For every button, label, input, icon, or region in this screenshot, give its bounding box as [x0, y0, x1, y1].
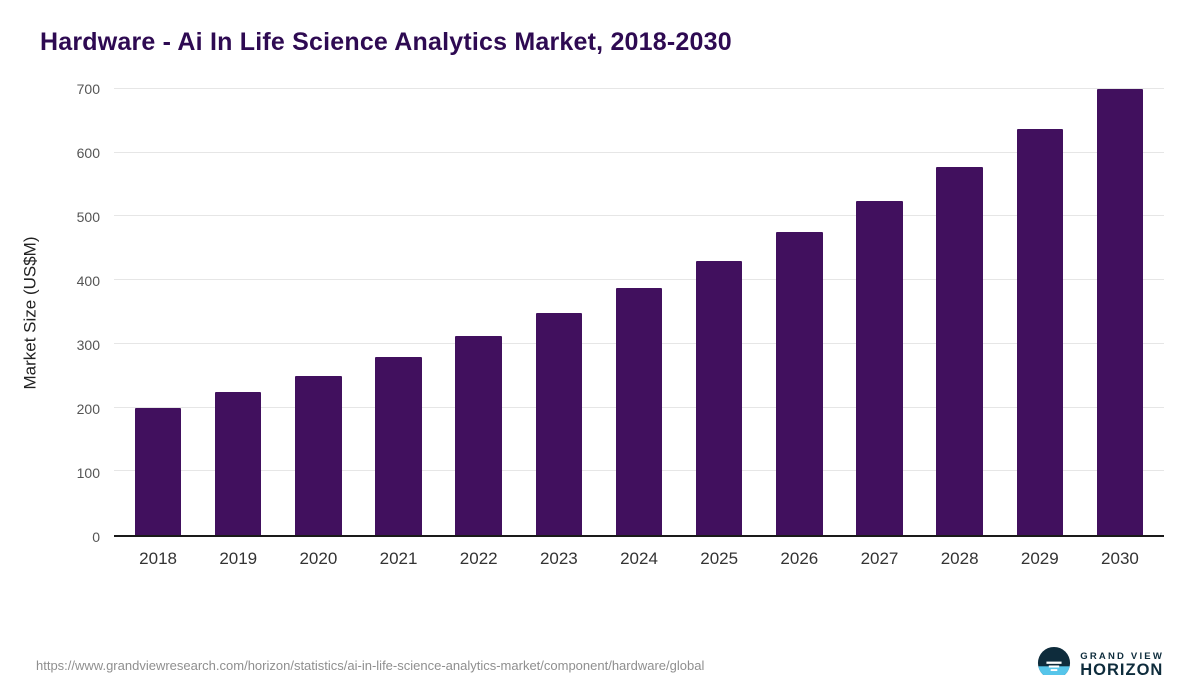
bar	[455, 336, 502, 535]
x-tick-label: 2019	[219, 549, 258, 568]
bar	[615, 287, 663, 535]
bar	[856, 200, 903, 535]
x-tick-label: 2023	[539, 549, 578, 568]
bar	[295, 375, 342, 535]
y-tick-label: 300	[76, 337, 100, 353]
brand-name-bottom: HORIZON	[1080, 660, 1164, 675]
x-tick-label: 2030	[1101, 549, 1139, 568]
bar	[695, 261, 743, 535]
x-tick-label: 2027	[860, 549, 899, 568]
bar-series	[114, 89, 1164, 535]
brand-name-top: GRAND VIEW	[1080, 650, 1164, 662]
y-tick-label: 600	[76, 145, 100, 161]
brand-logo: GRAND VIEW HORIZON	[1037, 646, 1164, 675]
bar	[214, 391, 262, 535]
gridline	[114, 279, 1164, 281]
x-tick-label: 2018	[139, 549, 177, 568]
bar	[776, 231, 823, 535]
bar	[535, 313, 583, 535]
bar-column	[519, 89, 599, 535]
bar-chart: Market Size (US$M) 0 100 200 300 400 500 600 70…	[8, 81, 1164, 581]
bar-column	[920, 89, 1000, 535]
gridline	[114, 88, 1164, 89]
plot-area	[114, 88, 1164, 537]
bar-column	[439, 89, 519, 535]
brand-text: GRAND VIEW HORIZON	[1080, 650, 1164, 675]
x-tick-label: 2025	[700, 549, 739, 568]
bar	[1096, 89, 1144, 535]
x-tick-label: 2026	[780, 549, 819, 568]
y-tick-label: 400	[76, 273, 100, 289]
y-tick-label: 200	[76, 401, 100, 417]
footer: https://www.grandviewresearch.com/horizo…	[36, 646, 1164, 675]
bar-column	[1000, 89, 1080, 535]
bar-column	[759, 89, 839, 535]
bar	[134, 407, 182, 535]
bar	[936, 166, 983, 535]
x-tick-label: 2029	[1020, 549, 1059, 568]
bar-column	[1080, 89, 1160, 535]
bar	[375, 356, 422, 535]
bar-column	[358, 89, 438, 535]
y-tick-label: 100	[76, 465, 100, 481]
x-axis-labels: 2018 2019 2020 2021 2022 2023 2024 2025 2026 2027…	[114, 537, 1164, 581]
bar-column	[679, 89, 759, 535]
horizon-sun-icon	[1037, 646, 1071, 675]
x-tick-label: 2024	[620, 549, 658, 568]
bar	[1016, 129, 1064, 535]
bar-column	[198, 89, 278, 535]
gridline	[114, 215, 1164, 217]
y-axis-ticks: 0 100 200 300 400 500 600 700	[54, 81, 114, 545]
x-tick-label: 2028	[940, 549, 979, 568]
y-tick-label: 0	[92, 529, 100, 545]
bar-column	[278, 89, 358, 535]
gridline	[114, 151, 1164, 153]
bar-column	[118, 89, 198, 535]
x-tick-label: 2021	[379, 549, 418, 568]
page-title: Hardware - Ai In Life Science Analytics …	[40, 28, 732, 56]
y-tick-label: 700	[76, 81, 100, 97]
page: Hardware - Ai In Life Science Analytics …	[0, 28, 1200, 675]
y-axis-title-cell: Market Size (US$M)	[8, 89, 54, 537]
bar-column	[839, 89, 919, 535]
source-url: https://www.grandviewresearch.com/horizo…	[36, 658, 705, 673]
x-tick-label: 2020	[299, 549, 338, 568]
y-tick-label: 500	[76, 209, 100, 225]
bar-column	[599, 89, 679, 535]
x-tick-label: 2022	[459, 549, 498, 568]
y-axis-title: Market Size (US$M)	[21, 236, 40, 390]
